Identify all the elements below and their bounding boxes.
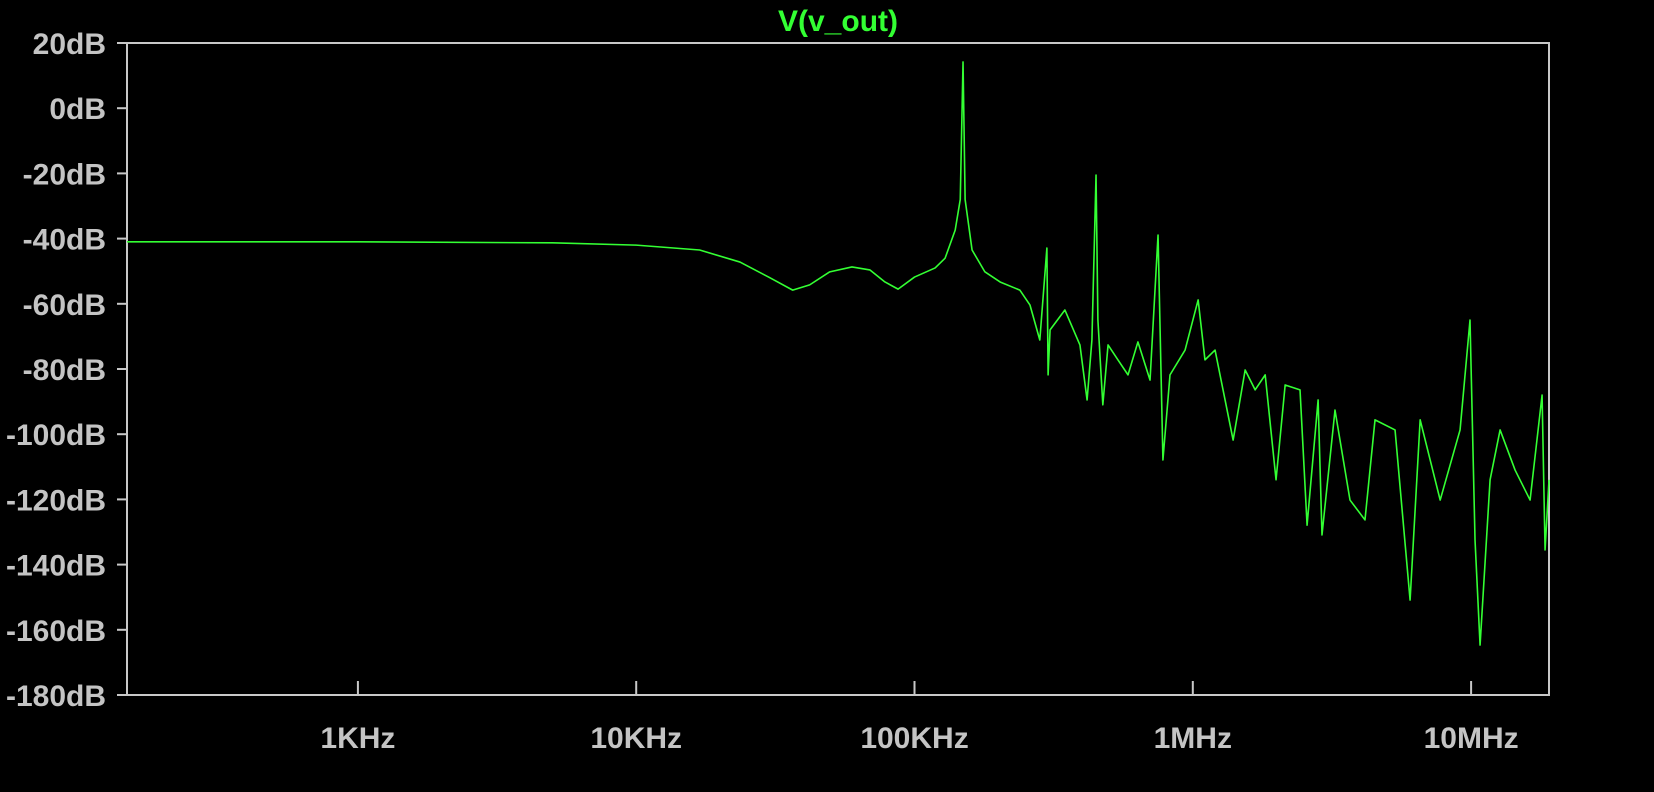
x-tick-label: 1KHz — [320, 722, 395, 755]
y-tick-label: -20dB — [23, 158, 106, 191]
x-tick-label: 10MHz — [1424, 722, 1519, 755]
y-tick-label: -40dB — [23, 224, 106, 257]
chart-title: V(v_out) — [778, 5, 898, 38]
y-tick-label: 20dB — [33, 28, 106, 61]
x-tick-label: 100KHz — [860, 722, 968, 755]
y-tick-label: -120dB — [6, 484, 106, 517]
y-tick-label: -140dB — [6, 550, 106, 583]
x-tick-label: 1MHz — [1154, 722, 1232, 755]
data-line — [127, 61, 1550, 646]
y-tick-label: -80dB — [23, 354, 106, 387]
y-tick-label: -180dB — [6, 680, 106, 713]
y-tick-label: 0dB — [49, 93, 106, 126]
y-tick-label: -160dB — [6, 615, 106, 648]
x-tick-label: 10KHz — [590, 722, 682, 755]
y-tick-label: -60dB — [23, 289, 106, 322]
y-tick-label: -100dB — [6, 419, 106, 452]
